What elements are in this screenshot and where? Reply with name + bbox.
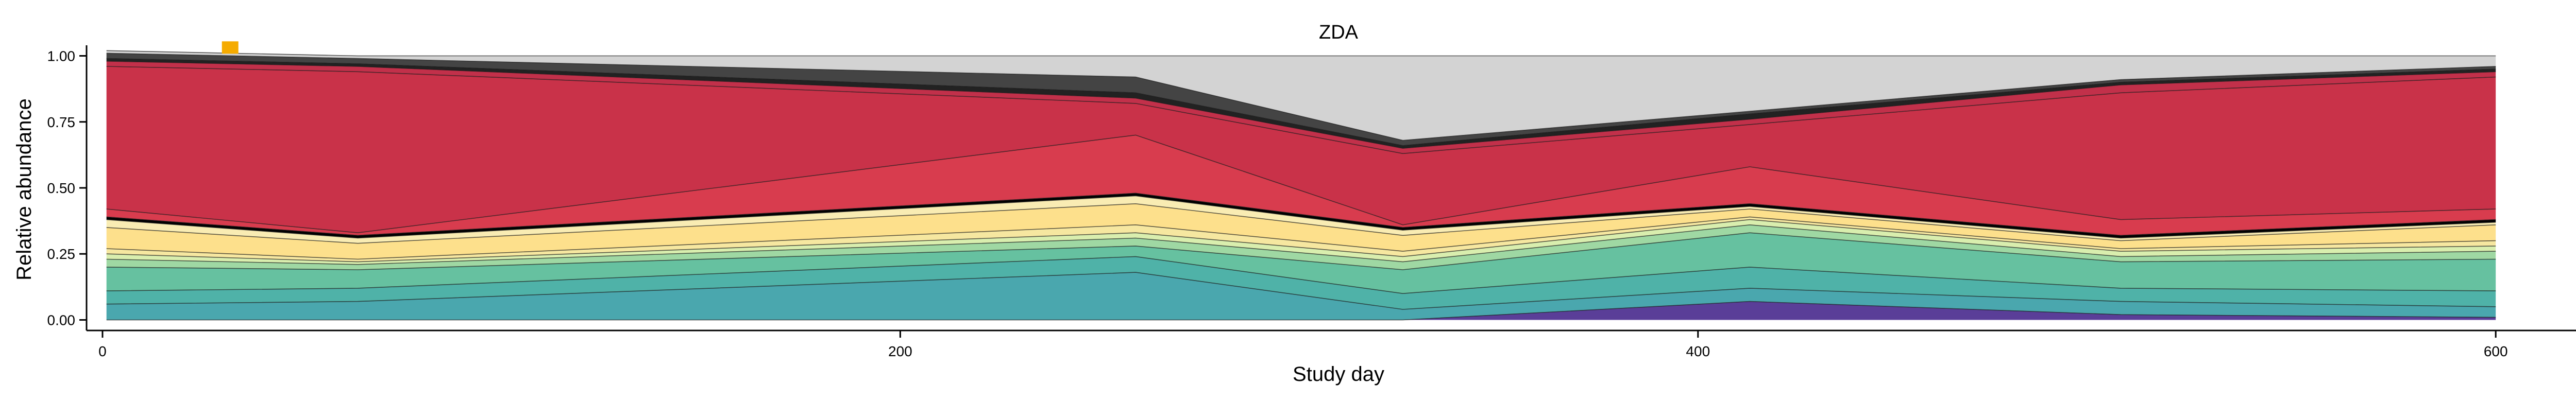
x-ticks: 0 200 400 600 bbox=[98, 330, 2508, 359]
y-tick-label: 1.00 bbox=[47, 48, 76, 64]
highlight-marker bbox=[222, 41, 239, 54]
y-axis-title: Relative abundance bbox=[13, 98, 36, 281]
area-band-2 bbox=[106, 272, 2496, 320]
x-tick-label: 600 bbox=[2484, 343, 2508, 359]
area-band-16 bbox=[106, 50, 2496, 141]
x-tick-label: 200 bbox=[888, 343, 912, 359]
area-band-8 bbox=[106, 203, 2496, 259]
area-boundary-6 bbox=[106, 219, 2496, 263]
area-band-9 bbox=[106, 196, 2496, 243]
area-boundary-11 bbox=[106, 134, 2496, 234]
area-boundary-7 bbox=[106, 216, 2496, 260]
area-boundary-2 bbox=[106, 272, 2496, 310]
area-band-11 bbox=[106, 135, 2496, 236]
area-boundary-15 bbox=[106, 53, 2496, 141]
area-boundary-10 bbox=[106, 193, 2496, 236]
y-tick-label: 0.25 bbox=[47, 246, 76, 262]
x-tick-label: 0 bbox=[98, 343, 107, 359]
chart-title: ZDA bbox=[1319, 22, 1359, 43]
area-boundary-16 bbox=[106, 50, 2496, 57]
area-band-1 bbox=[106, 301, 2496, 320]
area-band-12 bbox=[106, 66, 2496, 233]
y-ticks: 0.00 0.25 0.50 0.75 1.00 bbox=[47, 48, 87, 328]
area-boundary-8 bbox=[106, 203, 2496, 244]
area-boundary-1 bbox=[106, 301, 2496, 321]
area-boundary-13 bbox=[106, 61, 2496, 149]
y-tick-label: 0.75 bbox=[47, 114, 76, 130]
area-boundaries bbox=[106, 50, 2496, 321]
marker-layer bbox=[222, 41, 239, 54]
area-band-5 bbox=[106, 224, 2496, 270]
area-boundary-12 bbox=[106, 66, 2496, 154]
area-boundary-14 bbox=[106, 58, 2496, 146]
x-axis-title: Study day bbox=[1293, 363, 1384, 386]
x-tick-label: 400 bbox=[1686, 343, 1710, 359]
area-boundary-4 bbox=[106, 232, 2496, 270]
area-band-3 bbox=[106, 256, 2496, 309]
area-boundary-9 bbox=[106, 195, 2496, 239]
area-band-4 bbox=[106, 233, 2496, 294]
area-band-13 bbox=[106, 61, 2496, 154]
y-tick-label: 0.00 bbox=[47, 312, 76, 328]
y-tick-label: 0.50 bbox=[47, 180, 76, 196]
area-boundary-5 bbox=[106, 224, 2496, 265]
area-boundary-3 bbox=[106, 256, 2496, 294]
area-band-10 bbox=[106, 193, 2496, 238]
